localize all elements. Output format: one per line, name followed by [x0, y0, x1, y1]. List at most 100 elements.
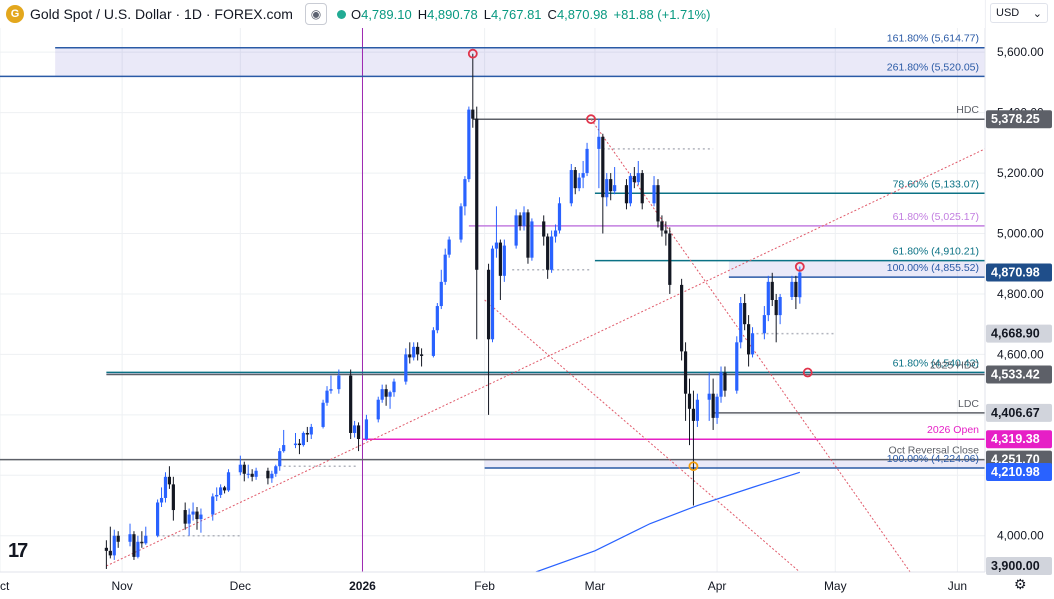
candle-body — [557, 203, 562, 231]
candle — [447, 236, 451, 258]
candle — [439, 269, 443, 310]
settings-gear-icon[interactable]: ⚙ — [1014, 576, 1027, 592]
level-618-teal-label: 61.80% (4,910.21) — [893, 246, 979, 258]
level-oct-reversal-label: Oct Reversal Close — [889, 445, 980, 457]
candle-body — [222, 487, 227, 491]
candle — [132, 531, 136, 560]
marker-channel — [802, 367, 813, 378]
candle-body — [408, 354, 412, 358]
symbol-title[interactable]: Gold Spot / U.S. Dollar · 1D · FOREX.com — [30, 6, 293, 22]
candle — [486, 263, 491, 415]
high-value: 4,890.78 — [427, 6, 478, 22]
candle — [463, 176, 467, 216]
candle — [609, 173, 613, 201]
open-value: 4,789.10 — [361, 6, 412, 22]
candle — [624, 179, 629, 210]
candle — [715, 393, 719, 424]
candle-body — [723, 372, 727, 391]
candle-body — [337, 375, 341, 390]
level-261-label: 261.80% (5,520.05) — [887, 61, 979, 73]
candle — [380, 384, 384, 403]
candle-body — [392, 381, 396, 393]
candle-body — [226, 472, 231, 491]
candle-body — [305, 432, 309, 435]
candle — [794, 275, 798, 310]
x-tick-label: 2026 — [349, 579, 376, 593]
candle-body — [459, 206, 463, 240]
candle-body — [550, 236, 554, 270]
candle — [254, 467, 258, 480]
candle-body — [719, 372, 723, 397]
candle-body — [609, 179, 613, 192]
candle-body — [388, 392, 392, 397]
candle — [187, 508, 191, 536]
candle — [735, 336, 739, 394]
candle-body — [743, 303, 747, 325]
level-2025-hdc-label: 2025 HDC — [930, 360, 979, 372]
resistance-zone — [728, 260, 985, 278]
candle — [459, 203, 463, 243]
candle — [419, 348, 424, 367]
candle-body — [412, 346, 416, 358]
y-tick-label: 4,000.00 — [997, 529, 1044, 543]
open-label: O — [350, 6, 362, 22]
candle — [778, 293, 782, 325]
candle — [514, 209, 518, 249]
candle — [585, 142, 589, 177]
currency-selector[interactable]: USD ⌄ — [990, 3, 1048, 23]
visibility-eye-icon[interactable]: ◉ — [304, 3, 327, 25]
plot-area: 161.80% (5,614.77) 261.80% (5,520.05) HDC 7… — [0, 28, 985, 572]
tag-4668: 4,668.90 — [986, 324, 1052, 343]
candle — [104, 540, 108, 569]
candle — [250, 469, 254, 482]
tradingview-logo-icon[interactable]: 17 — [8, 540, 28, 562]
candle — [557, 197, 562, 234]
candle-body — [640, 173, 644, 204]
tag-4319-text: 4,319.38 — [991, 432, 1040, 446]
candle — [246, 464, 250, 479]
candle — [550, 230, 554, 273]
candle — [116, 531, 120, 548]
candle-body — [652, 185, 656, 204]
moving-average-line — [535, 471, 801, 572]
candle-body — [691, 408, 696, 421]
tag-3900: 3,900.00 — [986, 556, 1052, 575]
candle-body — [581, 173, 585, 178]
candle-body — [695, 399, 699, 421]
candle-body — [707, 393, 711, 400]
candle-body — [219, 487, 223, 495]
chevron-down-icon: ⌄ — [1032, 7, 1042, 20]
candle-body — [211, 496, 215, 515]
currency-label: USD — [996, 7, 1020, 19]
upper-channel-line — [590, 118, 911, 572]
candle — [542, 215, 546, 246]
candle-body — [380, 389, 384, 400]
candle-body — [683, 351, 688, 394]
candle-body — [199, 514, 203, 520]
candle-body — [687, 393, 692, 409]
y-tick-label: 5,600.00 — [997, 45, 1044, 59]
candle-body — [762, 315, 766, 334]
candle — [219, 484, 223, 498]
candle-body — [443, 254, 447, 282]
tag-3900-bg — [986, 556, 1052, 575]
candle — [278, 448, 282, 471]
candle — [353, 420, 357, 438]
tag-4319-bg — [986, 430, 1052, 449]
candle — [356, 422, 361, 452]
close-value: 4,870.98 — [556, 6, 608, 22]
candle — [518, 212, 522, 231]
candle-body — [167, 476, 172, 485]
candle-body — [498, 242, 502, 276]
candle-body — [364, 419, 369, 440]
candle-body — [183, 510, 187, 524]
candle — [112, 529, 116, 560]
candle-body — [439, 281, 443, 307]
x-tick-label: Jun — [948, 579, 967, 593]
candle — [581, 160, 585, 189]
candle — [680, 278, 684, 361]
tag-3900-text: 3,900.00 — [991, 559, 1040, 573]
y-tick-label: 5,200.00 — [997, 166, 1044, 180]
